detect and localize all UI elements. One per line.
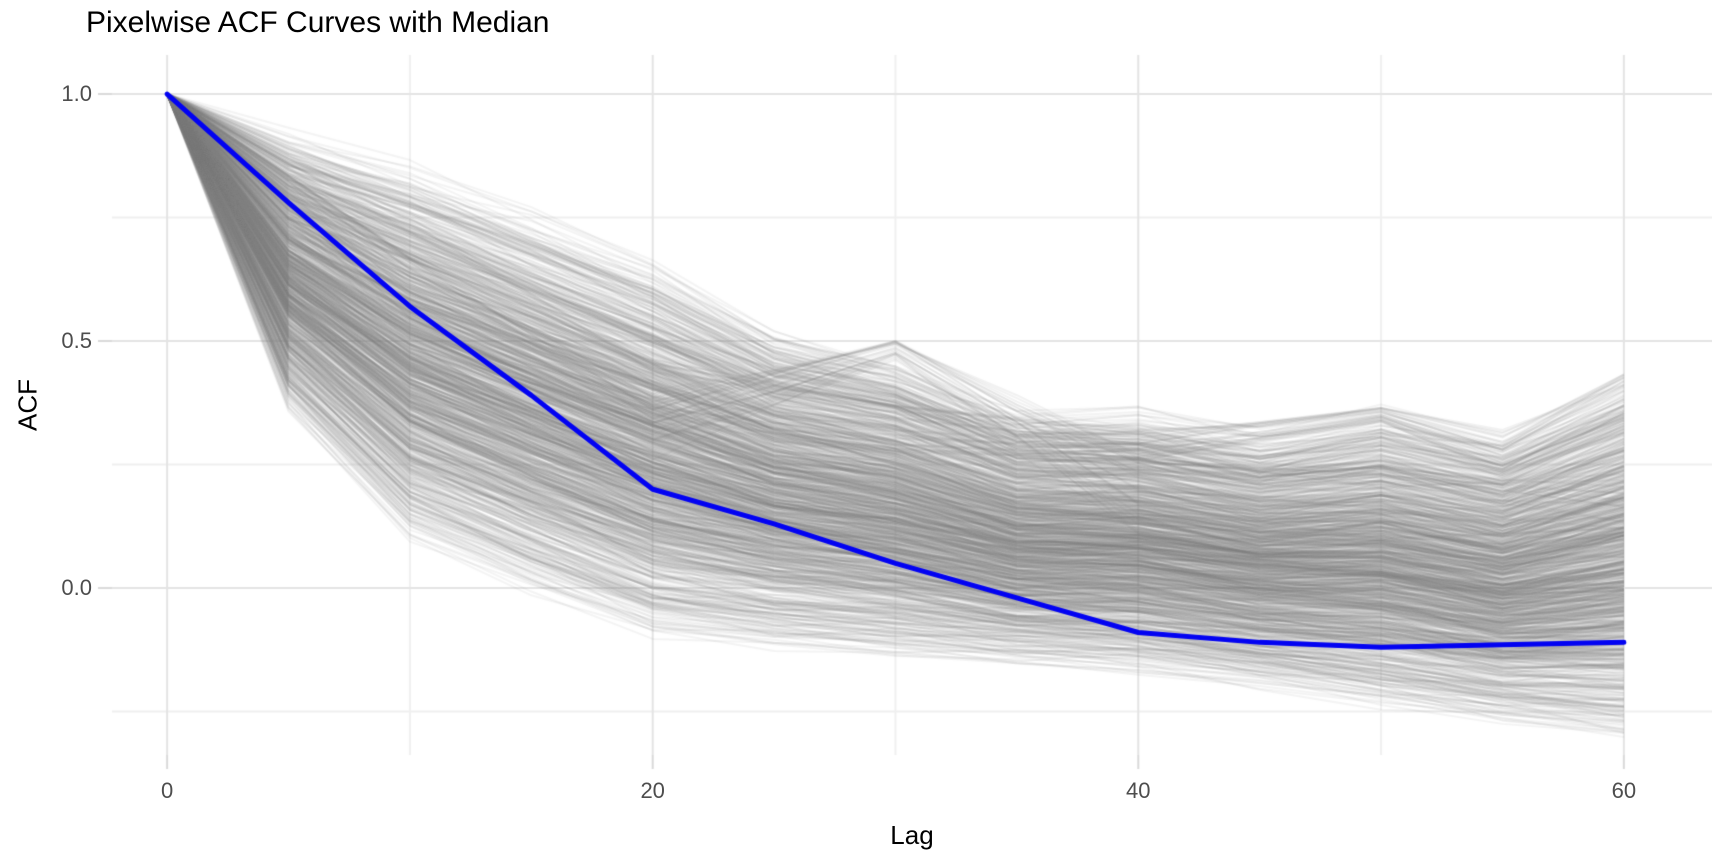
x-tick-label: 0 <box>160 778 174 803</box>
y-tick-label: 0.0 <box>61 575 92 601</box>
x-axis-title: Lag <box>890 820 934 850</box>
x-tick-label: 60 <box>1611 778 1637 803</box>
y-tick-label: 1.0 <box>61 81 92 107</box>
x-tick-label: 20 <box>640 778 665 803</box>
x-tick-label: 40 <box>1126 778 1151 803</box>
chart-title: Pixelwise ACF Curves with Median <box>86 6 550 39</box>
y-axis-title: ACF <box>12 379 43 431</box>
y-tick-label: 0.5 <box>61 328 92 354</box>
